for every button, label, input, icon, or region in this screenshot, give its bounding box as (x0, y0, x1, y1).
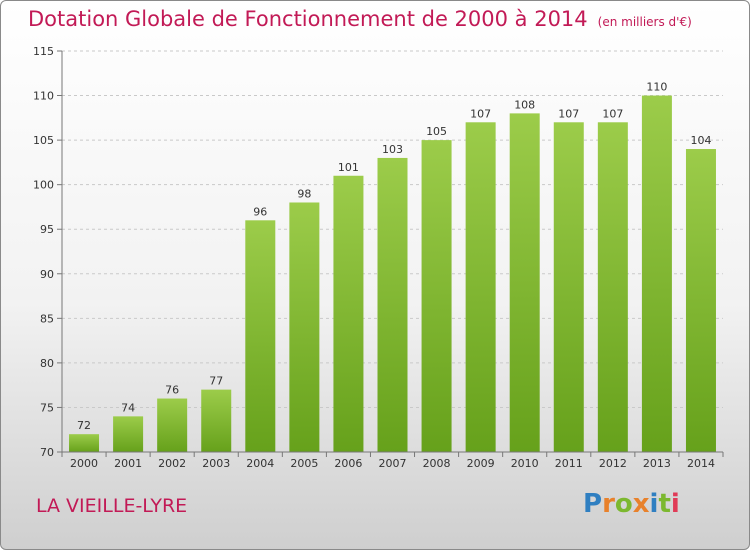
data-label: 74 (121, 401, 135, 414)
x-tick-label: 2009 (467, 457, 495, 470)
proxiti-logo: Proxiti (583, 489, 680, 519)
data-label: 108 (514, 98, 535, 111)
bar (641, 95, 672, 453)
logo-letter: r (602, 489, 615, 519)
x-tick-label: 2002 (158, 457, 186, 470)
y-tick-label: 100 (33, 179, 54, 192)
logo-letter: i (670, 489, 680, 519)
data-label: 101 (338, 161, 359, 174)
logo-letter: t (658, 489, 671, 519)
x-tick-label: 2010 (511, 457, 539, 470)
data-label: 104 (690, 134, 711, 147)
logo-letter: i (649, 489, 659, 519)
logo-letter: x (632, 489, 650, 519)
chart-header: Dotation Globale de Fonctionnement de 20… (28, 7, 692, 31)
data-label: 77 (209, 375, 223, 388)
data-label: 110 (646, 81, 667, 94)
bar (509, 113, 540, 452)
bar (685, 149, 716, 452)
axes: 70 75 80 85 90 95 100 105 110 115 2000 2001 2002 2003… (33, 45, 724, 470)
y-tick-label: 110 (33, 90, 54, 103)
x-tick-label: 2012 (599, 457, 627, 470)
bar (289, 202, 320, 452)
bar (377, 157, 408, 452)
y-tick-label: 90 (40, 268, 54, 281)
data-label: 76 (165, 384, 179, 397)
bar (245, 220, 276, 452)
logo-letter: P (583, 489, 603, 519)
bar (597, 122, 628, 453)
data-label: 107 (602, 107, 623, 120)
logo-letter: o (614, 489, 633, 519)
chart-title: Dotation Globale de Fonctionnement de 20… (28, 7, 588, 31)
x-tick-label: 2008 (423, 457, 451, 470)
x-tick-label: 2006 (334, 457, 362, 470)
y-tick-label: 80 (40, 357, 54, 370)
x-tick-label: 2014 (687, 457, 715, 470)
place-name: LA VIEILLE-LYRE (36, 495, 188, 517)
data-label: 107 (470, 107, 491, 120)
y-tick-label: 75 (40, 401, 54, 414)
x-tick-label: 2000 (70, 457, 98, 470)
x-tick-label: 2011 (555, 457, 583, 470)
x-tick-label: 2001 (114, 457, 142, 470)
x-tick-label: 2004 (246, 457, 274, 470)
data-label: 98 (297, 187, 311, 200)
data-label: 105 (426, 125, 447, 138)
x-tick-label: 2005 (290, 457, 318, 470)
bar (333, 175, 364, 452)
x-tick-label: 2003 (202, 457, 230, 470)
data-label: 96 (253, 205, 267, 218)
data-label: 72 (77, 419, 91, 432)
y-tick-label: 95 (40, 223, 54, 236)
data-label: 103 (382, 143, 403, 156)
bar (421, 140, 452, 452)
y-tick-label: 115 (33, 45, 54, 58)
y-tick-label: 105 (33, 134, 54, 147)
bar (157, 398, 188, 452)
bar (69, 434, 100, 452)
bar (201, 389, 232, 452)
data-label: 107 (558, 107, 579, 120)
bars: 72 74 76 77 96 98 101 103 105 107 108 107 107 110 104 (69, 81, 716, 453)
y-tick-label: 70 (40, 446, 54, 459)
bar (553, 122, 584, 453)
bar (113, 416, 144, 452)
y-tick-label: 85 (40, 312, 54, 325)
bar (465, 122, 496, 453)
x-tick-label: 2013 (643, 457, 671, 470)
chart-subtitle: (en milliers d'€) (597, 15, 692, 29)
x-tick-label: 2007 (379, 457, 407, 470)
